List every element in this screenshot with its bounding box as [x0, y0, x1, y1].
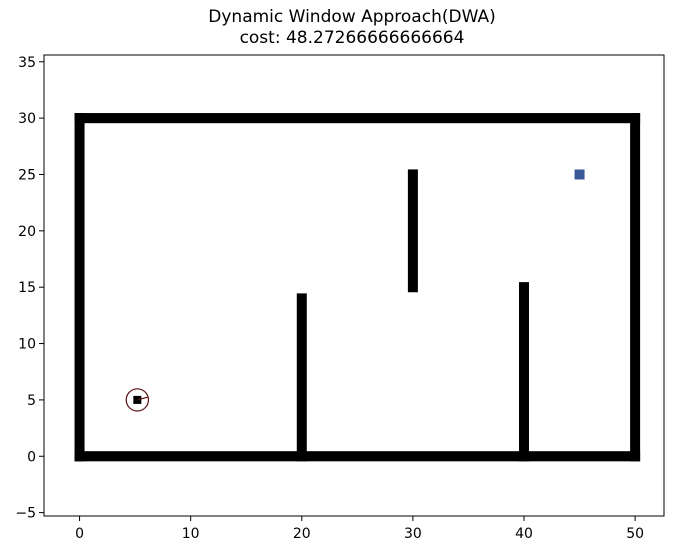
- robot-body: [125, 388, 150, 412]
- y-tick-label: −5: [15, 506, 36, 522]
- chart-subtitle: cost: 48.27266666666664: [240, 28, 465, 48]
- y-tick-label: 0: [27, 449, 36, 465]
- y-tick-label: 10: [18, 337, 36, 353]
- y-tick-label: 15: [18, 280, 36, 296]
- y-tick-label: 30: [18, 111, 36, 127]
- x-tick-label: 50: [626, 526, 644, 542]
- obstacle-wall: [74, 113, 641, 124]
- axes-frame: [43, 54, 665, 517]
- robot-heading-line: [137, 396, 149, 401]
- obstacle-wall: [519, 282, 529, 462]
- obstacle-wall: [74, 451, 641, 462]
- y-tick-label: 25: [18, 167, 36, 183]
- chart-title: Dynamic Window Approach(DWA): [208, 7, 495, 27]
- x-tick-label: 40: [515, 526, 533, 542]
- obstacle-wall: [407, 169, 418, 293]
- obstacle-wall: [74, 113, 85, 462]
- obstacle-wall: [296, 293, 307, 462]
- x-tick-label: 20: [293, 526, 311, 542]
- x-tick-label: 0: [75, 526, 84, 542]
- goal-marker: [574, 169, 585, 180]
- x-tick-label: 30: [404, 526, 422, 542]
- axis-ticks: 0 10 20 30 40 50 −5 0 5 10 15 20 25 30 35: [15, 55, 644, 542]
- y-tick-label: 35: [18, 55, 36, 71]
- obstacle-wall: [630, 113, 641, 462]
- x-tick-label: 10: [182, 526, 200, 542]
- robot-group: [125, 388, 150, 412]
- goal-marker-group: [574, 169, 585, 180]
- obstacles: [74, 113, 641, 462]
- y-tick-label: 5: [27, 393, 36, 409]
- y-tick-label: 20: [18, 224, 36, 240]
